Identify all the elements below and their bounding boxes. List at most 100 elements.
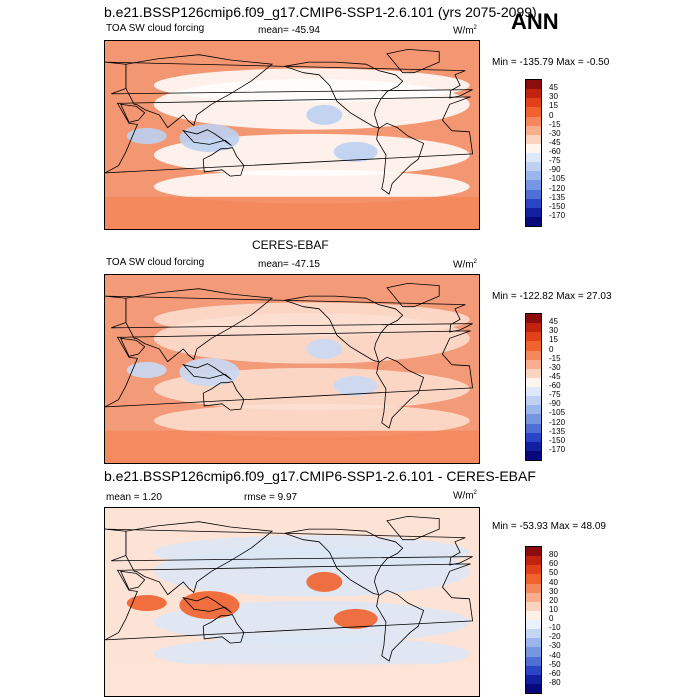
colorbar-tick-label: 20 — [549, 595, 558, 605]
colorbar-tick-label: 30 — [549, 586, 558, 596]
colorbar-tick-label: 30 — [549, 326, 558, 336]
colorbar-tick-label: -90 — [549, 165, 561, 175]
colorbar-box — [526, 207, 541, 217]
southern-ocean-field — [105, 430, 479, 463]
coastline-indonesia — [182, 596, 232, 613]
variable-label: TOA SW cloud forcing — [106, 23, 205, 34]
colorbar-tick-label: -105 — [549, 174, 566, 184]
colorbar-box — [526, 216, 541, 226]
colorbar-tick-label: -105 — [549, 408, 566, 418]
field-anomaly — [179, 358, 240, 387]
min-max-label: Min = -122.82 Max = 27.03 — [492, 291, 612, 302]
map-canvas — [105, 41, 479, 229]
colorbar-box — [526, 80, 541, 90]
mean-label: mean = 1.20 — [106, 492, 162, 503]
coastline-asia — [125, 521, 274, 596]
map-obs — [104, 274, 480, 464]
colorbar-box — [526, 547, 541, 557]
colorbar-box — [526, 153, 541, 163]
colorbar-box — [526, 387, 541, 397]
coastline-greenland — [386, 282, 440, 308]
map-diff — [104, 507, 480, 697]
min-max-label: Min = -53.93 Max = 48.09 — [492, 521, 606, 532]
units-label: W/m2 — [453, 259, 477, 271]
colorbar-tick-label: 45 — [549, 317, 558, 327]
colorbar-tick-label: -150 — [549, 201, 566, 211]
field-band — [153, 636, 470, 671]
field-anomaly — [179, 591, 240, 620]
colorbar-box — [526, 432, 541, 442]
colorbar-box — [526, 629, 541, 639]
coastline-australia — [202, 381, 245, 411]
colorbar-box — [526, 674, 541, 684]
colorbar-tick-label: -75 — [549, 156, 561, 166]
field-band — [153, 403, 470, 438]
colorbar-box — [526, 162, 541, 172]
field-anomaly — [333, 375, 378, 396]
colorbar-tick-label: -60 — [549, 147, 561, 156]
colorbar-tick-label: 80 — [549, 550, 558, 560]
colorbar-tick-label: 15 — [549, 101, 558, 111]
colorbar-tick-label: -30 — [549, 362, 561, 372]
field-anomaly — [306, 338, 343, 359]
colorbar-tick-label: -50 — [549, 659, 561, 669]
colorbar-tick-label: 0 — [549, 110, 554, 120]
panel-heading: b.e21.BSSP126cmip6.f09_g17.CMIP6-SSP1-2.… — [104, 4, 537, 20]
colorbar-box — [526, 638, 541, 648]
colorbar-box — [526, 134, 541, 144]
coastline-namerica — [284, 528, 404, 596]
colorbar-box — [526, 574, 541, 584]
colorbar-box — [526, 314, 541, 324]
map-canvas — [105, 275, 479, 463]
colorbar-tick-label: -45 — [549, 371, 561, 381]
colorbar-model — [525, 79, 542, 227]
colorbar-tick-label: -170 — [549, 444, 566, 454]
colorbar-tick-label: 60 — [549, 559, 558, 569]
units-label: W/m2 — [453, 25, 477, 37]
colorbar-tick-label: -135 — [549, 192, 566, 202]
colorbar-box — [526, 171, 541, 181]
mean-label: mean= -47.15 — [258, 259, 320, 270]
colorbar-tick-label: -80 — [549, 677, 561, 687]
coastline-samerica — [376, 589, 425, 662]
variable-label: TOA SW cloud forcing — [106, 257, 205, 268]
field-anomaly — [126, 362, 167, 378]
colorbar-box — [526, 647, 541, 657]
colorbar-tick-label: -10 — [549, 623, 561, 633]
colorbar-box — [526, 350, 541, 360]
colorbar-box — [526, 556, 541, 566]
colorbar-tick-label: 0 — [549, 344, 554, 354]
colorbar-box — [526, 601, 541, 611]
colorbar-tick-label: -30 — [549, 128, 561, 138]
coastline-namerica — [284, 61, 404, 129]
coastline-arabia — [120, 337, 146, 357]
colorbar-box — [526, 143, 541, 153]
colorbar-box — [526, 198, 541, 208]
colorbar-box — [526, 620, 541, 630]
coastline-europe — [105, 295, 473, 333]
colorbar-tick-label: 50 — [549, 568, 558, 578]
colorbar-tick-label: -30 — [549, 641, 561, 651]
colorbar-tick-label: -75 — [549, 390, 561, 400]
coastline-asia — [125, 54, 274, 129]
mean-label: mean= -45.94 — [258, 25, 320, 36]
colorbar-box — [526, 189, 541, 199]
colorbar-tick-label: 30 — [549, 92, 558, 102]
colorbar-box — [526, 423, 541, 433]
field-band — [153, 169, 470, 204]
colorbar-tick-label: -90 — [549, 399, 561, 409]
coastline-namerica — [284, 295, 404, 363]
colorbar-tick-label: -15 — [549, 353, 561, 363]
colorbar-box — [526, 683, 541, 693]
coastline-africa — [105, 563, 474, 641]
colorbar-box — [526, 332, 541, 342]
coastline-greenland — [386, 48, 440, 74]
colorbar-tick-label: -120 — [549, 417, 566, 427]
map-model — [104, 40, 480, 230]
coastline-samerica — [376, 122, 425, 195]
colorbar-tick-label: -120 — [549, 183, 566, 193]
colorbar-tick-label: -60 — [549, 381, 561, 390]
southern-ocean-field — [105, 196, 479, 229]
coastline-arabia — [120, 570, 146, 590]
field-band — [153, 302, 470, 337]
